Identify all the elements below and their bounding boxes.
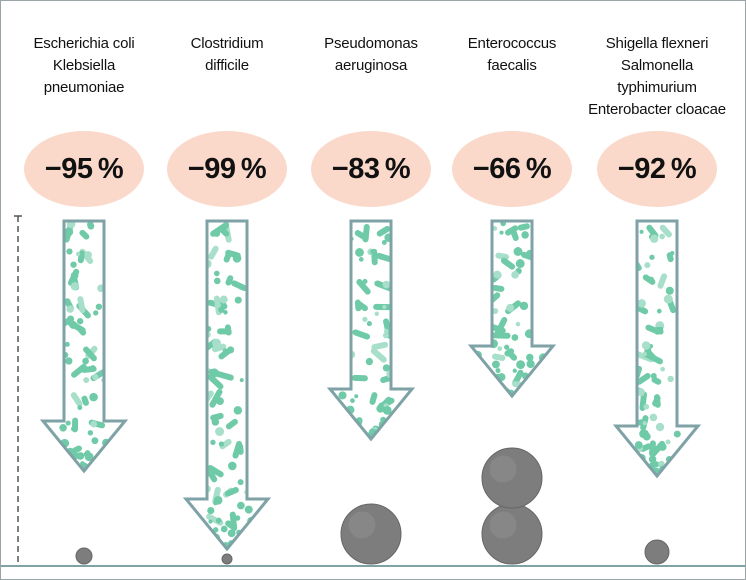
arrow-column-2 bbox=[182, 219, 272, 552]
arrow-column-5 bbox=[612, 219, 702, 479]
scale-bar bbox=[11, 215, 25, 565]
arrow-column-3 bbox=[326, 219, 416, 442]
reduction-badge-5: −92 % bbox=[597, 131, 717, 207]
label-column-2: Clostridium difficile bbox=[190, 35, 264, 74]
residue-ball-5-1 bbox=[644, 539, 670, 565]
reduction-badge-4: −66 % bbox=[452, 131, 572, 207]
arrow-column-4 bbox=[467, 219, 557, 399]
label-column-5: Shigella flexneri Salmonella typhimurium E… bbox=[588, 35, 726, 118]
reduction-badge-1: −95 % bbox=[24, 131, 144, 207]
baseline bbox=[1, 565, 745, 567]
label-column-3: Pseudomonas aeruginosa bbox=[324, 35, 418, 74]
arrow-column-1 bbox=[39, 219, 129, 474]
reduction-badge-3: −83 % bbox=[311, 131, 431, 207]
label-column-1: Escherichia coli Klebsiella pneumoniae bbox=[33, 35, 135, 96]
reduction-badge-2: −99 % bbox=[167, 131, 287, 207]
residue-ball-2-1 bbox=[221, 553, 233, 565]
residue-ball-1-1 bbox=[75, 547, 93, 565]
label-column-4: Enterococcus faecalis bbox=[467, 35, 557, 74]
